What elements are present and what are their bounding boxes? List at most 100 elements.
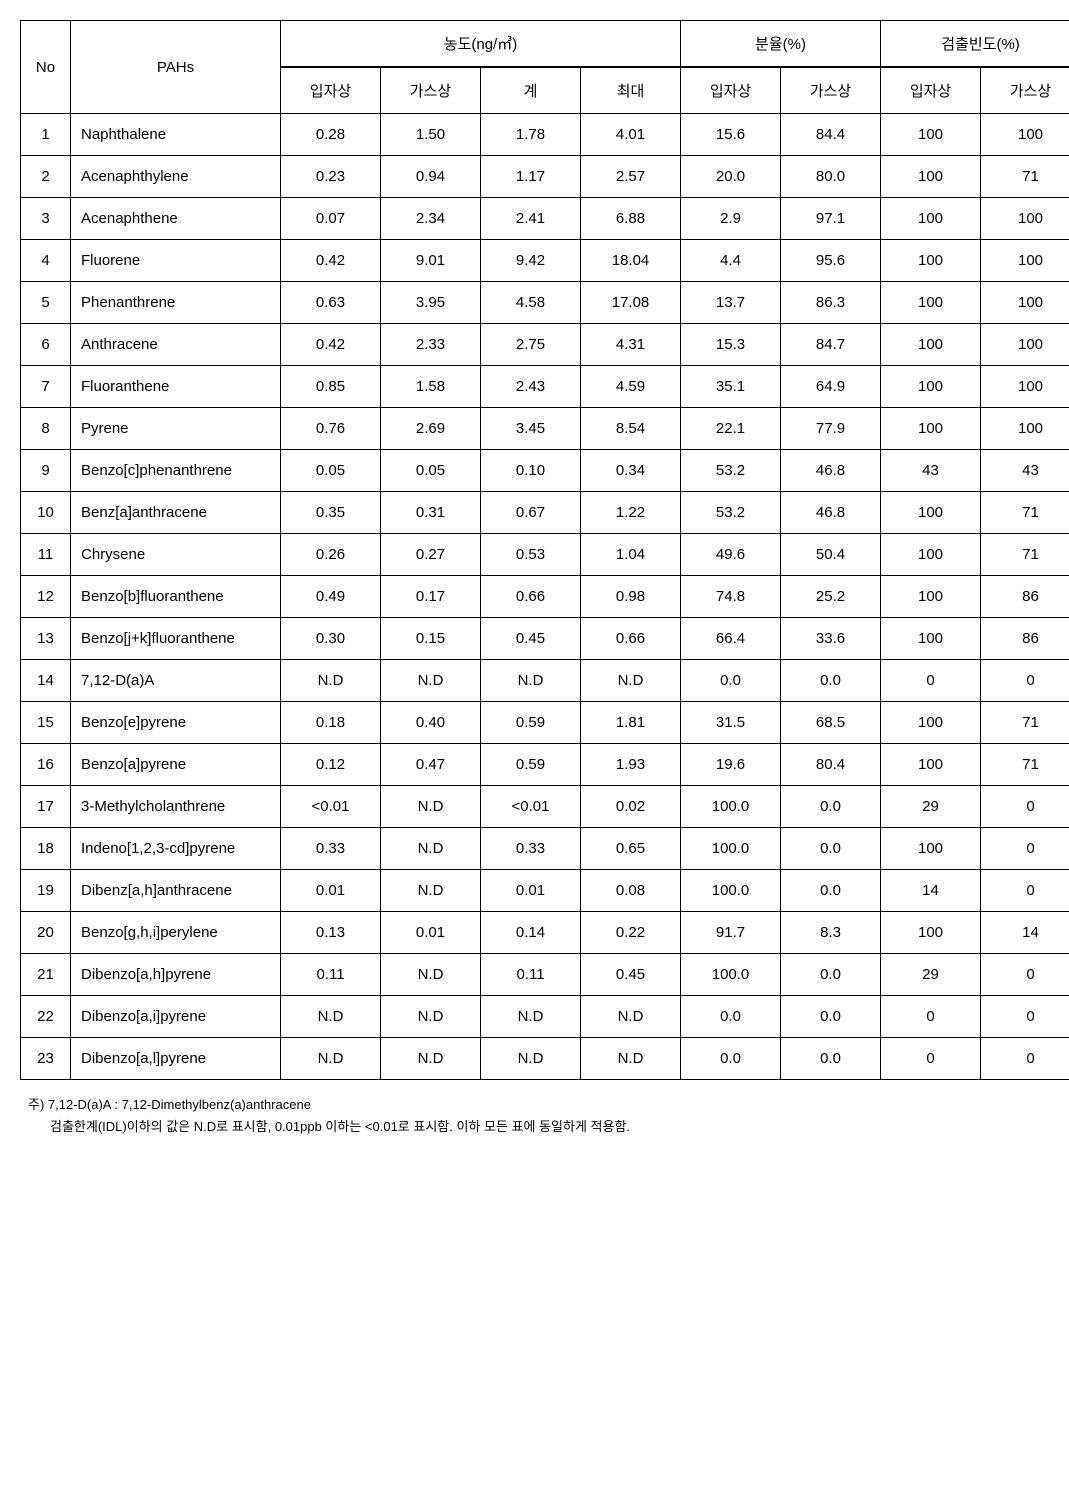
table-row: 1Naphthalene0.281.501.784.0115.684.41001… [21,114,1069,156]
cell-c_total: N.D [481,660,581,702]
header-conc-gas: 가스상 [381,67,481,114]
table-row: 2Acenaphthylene0.230.941.172.5720.080.01… [21,156,1069,198]
cell-c_gas: 1.50 [381,114,481,156]
cell-c_max: 4.31 [581,324,681,366]
cell-c_gas: 0.01 [381,912,481,954]
cell-d_particle: 100 [881,156,981,198]
cell-c_particle: N.D [281,1038,381,1080]
cell-c_gas: N.D [381,660,481,702]
cell-r_particle: 22.1 [681,408,781,450]
cell-c_max: 1.22 [581,492,681,534]
cell-c_max: 6.88 [581,198,681,240]
cell-r_particle: 0.0 [681,1038,781,1080]
cell-c_total: 0.45 [481,618,581,660]
cell-no: 20 [21,912,71,954]
cell-pah: Benz[a]anthracene [71,492,281,534]
cell-r_particle: 100.0 [681,828,781,870]
cell-r_gas: 80.0 [781,156,881,198]
cell-c_particle: 0.33 [281,828,381,870]
cell-no: 23 [21,1038,71,1080]
cell-c_gas: 1.58 [381,366,481,408]
cell-r_gas: 77.9 [781,408,881,450]
cell-d_particle: 100 [881,114,981,156]
cell-c_gas: 0.94 [381,156,481,198]
cell-pah: Fluorene [71,240,281,282]
cell-pah: Phenanthrene [71,282,281,324]
header-ratio-group: 분율(%) [681,21,881,68]
cell-r_particle: 15.6 [681,114,781,156]
cell-r_particle: 100.0 [681,870,781,912]
cell-c_max: 0.22 [581,912,681,954]
cell-c_total: 0.67 [481,492,581,534]
cell-c_total: 9.42 [481,240,581,282]
cell-d_gas: 0 [981,786,1069,828]
cell-pah: Naphthalene [71,114,281,156]
header-conc-particle: 입자상 [281,67,381,114]
cell-c_total: 3.45 [481,408,581,450]
table-row: 20Benzo[g,h,i]perylene0.130.010.140.2291… [21,912,1069,954]
cell-pah: Chrysene [71,534,281,576]
cell-d_gas: 86 [981,618,1069,660]
cell-c_gas: 0.15 [381,618,481,660]
cell-c_gas: 0.17 [381,576,481,618]
cell-d_particle: 0 [881,1038,981,1080]
cell-c_max: 2.57 [581,156,681,198]
cell-d_gas: 71 [981,492,1069,534]
cell-c_gas: N.D [381,828,481,870]
cell-c_total: 0.53 [481,534,581,576]
footnote-line2: 검출한계(IDL)이하의 값은 N.D로 표시함, 0.01ppb 이하는 <0… [28,1116,1049,1138]
cell-d_gas: 100 [981,324,1069,366]
cell-d_gas: 100 [981,240,1069,282]
cell-c_total: 0.11 [481,954,581,996]
cell-c_total: 0.33 [481,828,581,870]
header-ratio-particle: 입자상 [681,67,781,114]
cell-d_gas: 71 [981,156,1069,198]
cell-no: 12 [21,576,71,618]
cell-pah: Benzo[g,h,i]perylene [71,912,281,954]
cell-d_particle: 100 [881,408,981,450]
cell-r_gas: 84.4 [781,114,881,156]
cell-pah: Dibenzo[a,i]pyrene [71,996,281,1038]
header-conc-max: 최대 [581,67,681,114]
cell-r_gas: 33.6 [781,618,881,660]
cell-pah: 7,12-D(a)A [71,660,281,702]
cell-d_particle: 0 [881,660,981,702]
table-body: 1Naphthalene0.281.501.784.0115.684.41001… [21,114,1069,1080]
cell-d_gas: 100 [981,408,1069,450]
cell-r_gas: 86.3 [781,282,881,324]
cell-c_max: 17.08 [581,282,681,324]
cell-r_gas: 0.0 [781,996,881,1038]
cell-no: 15 [21,702,71,744]
cell-no: 14 [21,660,71,702]
cell-pah: Benzo[b]fluoranthene [71,576,281,618]
cell-c_particle: 0.23 [281,156,381,198]
cell-r_gas: 0.0 [781,828,881,870]
cell-c_particle: 0.26 [281,534,381,576]
cell-pah: Acenaphthylene [71,156,281,198]
cell-c_particle: 0.35 [281,492,381,534]
pah-data-table: No PAHs 농도(ng/㎥) 분율(%) 검출빈도(%) 입자상 가스상 계… [20,20,1069,1080]
table-row: 22Dibenzo[a,i]pyreneN.DN.DN.DN.D0.00.000 [21,996,1069,1038]
cell-no: 4 [21,240,71,282]
cell-c_total: N.D [481,996,581,1038]
cell-c_particle: 0.42 [281,240,381,282]
cell-pah: Dibenzo[a,l]pyrene [71,1038,281,1080]
cell-no: 11 [21,534,71,576]
cell-d_particle: 100 [881,702,981,744]
cell-c_gas: 2.34 [381,198,481,240]
cell-c_gas: 0.05 [381,450,481,492]
cell-c_particle: 0.18 [281,702,381,744]
footnote-line1: 주) 7,12-D(a)A : 7,12-Dimethylbenz(a)anth… [28,1094,1049,1116]
cell-d_particle: 100 [881,618,981,660]
cell-c_gas: N.D [381,1038,481,1080]
cell-c_gas: 0.27 [381,534,481,576]
cell-d_particle: 29 [881,954,981,996]
cell-d_gas: 0 [981,954,1069,996]
cell-no: 22 [21,996,71,1038]
cell-d_particle: 100 [881,198,981,240]
cell-pah: Anthracene [71,324,281,366]
cell-c_total: N.D [481,1038,581,1080]
cell-d_gas: 0 [981,1038,1069,1080]
cell-c_max: 1.81 [581,702,681,744]
cell-c_particle: 0.76 [281,408,381,450]
